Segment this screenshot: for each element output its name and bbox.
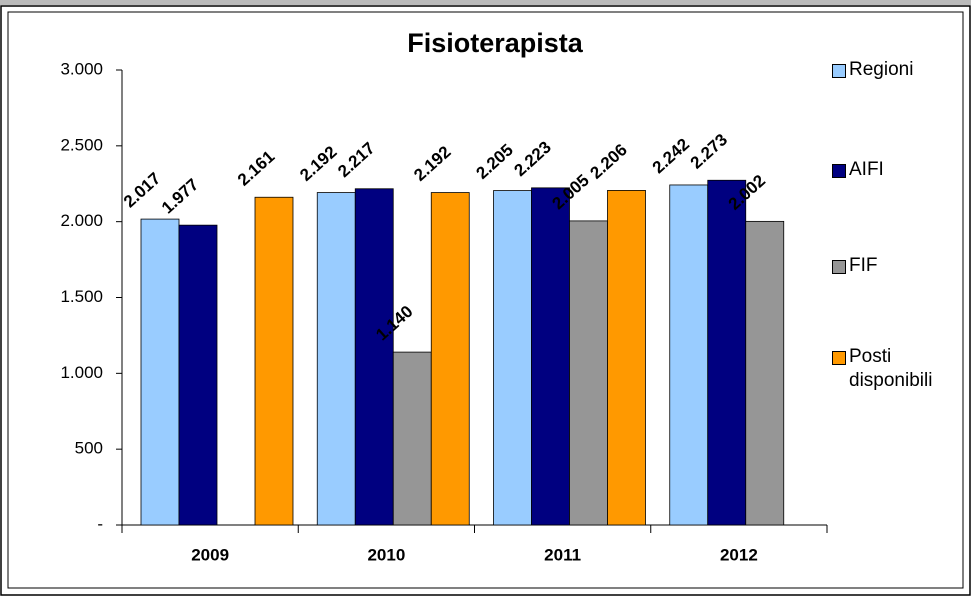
value-label: 2.002 [725,171,769,214]
legend-swatch [832,164,846,178]
value-label: 2.242 [649,135,693,178]
legend-item: Regioni [832,58,967,82]
value-label: 2.217 [334,138,378,181]
y-tick-label: 1.000 [60,363,103,382]
value-label: 2.206 [586,140,630,183]
legend-swatch [832,64,846,78]
chart-title: Fisioterapista [407,28,584,58]
bar [430,192,470,526]
bar [569,220,608,526]
y-tick-label: 500 [75,439,103,458]
x-tick-label: 2009 [191,545,229,564]
bar [531,187,570,526]
bar [354,188,394,526]
chart-frame [7,11,964,589]
legend-label: AIFI [849,159,884,180]
bar [316,192,356,526]
frame [0,5,971,596]
bar [493,190,532,526]
legend-label: Regioni [849,59,914,80]
bar [669,184,709,526]
legend-label: FIF [849,255,878,276]
bar [392,351,432,526]
legend-item: AIFI [832,158,967,182]
x-tick-label: 2011 [544,545,581,564]
value-label: 2.192 [410,142,454,185]
bar [607,190,646,526]
y-tick-label: - [97,514,103,533]
bar [707,179,747,526]
value-label: 2.161 [234,147,278,190]
y-tick-label: 2.000 [60,211,103,230]
value-label: 2.017 [120,169,164,212]
value-label: 2.005 [548,171,592,214]
value-label: 2.192 [296,142,340,185]
legend-item: FIF [832,254,967,278]
legend-swatch [832,351,846,365]
legend-swatch [832,260,846,274]
value-label: 2.205 [472,140,516,183]
x-tick-label: 2010 [367,545,405,564]
legend-label: Posti disponibili [849,346,933,391]
y-tick-label: 2.500 [60,135,103,154]
legend-item: Posti disponibili [832,345,967,393]
top-bar [0,0,971,5]
x-tick-label: 2012 [720,545,758,564]
y-tick-label: 3.000 [60,59,103,78]
value-label: 2.223 [510,138,554,181]
value-label: 1.977 [158,175,202,218]
bar [178,224,218,526]
value-label: 2.273 [687,130,731,173]
bar [745,220,785,526]
bar [140,218,180,526]
bar [254,196,294,526]
y-tick-label: 1.500 [60,287,103,306]
